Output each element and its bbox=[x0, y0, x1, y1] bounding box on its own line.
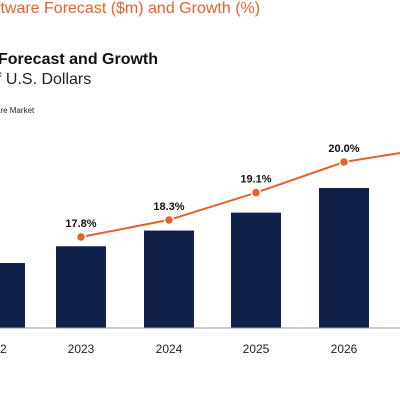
x-tick-label-2: 2023 bbox=[68, 342, 95, 356]
bar-4 bbox=[231, 212, 281, 328]
growth-label-4: 19.1% bbox=[240, 174, 271, 186]
x-tick-label-1: 22 bbox=[0, 342, 7, 356]
bar-2 bbox=[56, 246, 106, 328]
growth-label-5: 20.0% bbox=[328, 143, 359, 155]
x-tick-label-5: 2026 bbox=[331, 342, 358, 356]
legend-entry: are Market bbox=[0, 106, 35, 115]
growth-point-4 bbox=[250, 187, 262, 198]
chart-title: Forecast and Growth bbox=[0, 51, 159, 68]
growth-point-5 bbox=[338, 156, 350, 168]
figure-title: ftware Forecast ($m) and Growth (%) bbox=[0, 0, 261, 17]
x-tick-label-4: 2025 bbox=[243, 342, 270, 356]
bar-5 bbox=[319, 188, 369, 328]
bar-1 bbox=[0, 263, 25, 328]
chart-subtitle: f U.S. Dollars bbox=[0, 71, 92, 88]
x-tick-label-3: 2024 bbox=[156, 342, 183, 356]
growth-point-3 bbox=[163, 214, 175, 226]
growth-label-3: 18.3% bbox=[153, 201, 184, 213]
bar-3 bbox=[144, 230, 194, 328]
growth-point-2 bbox=[75, 231, 87, 243]
growth-label-2: 17.8% bbox=[65, 218, 96, 230]
